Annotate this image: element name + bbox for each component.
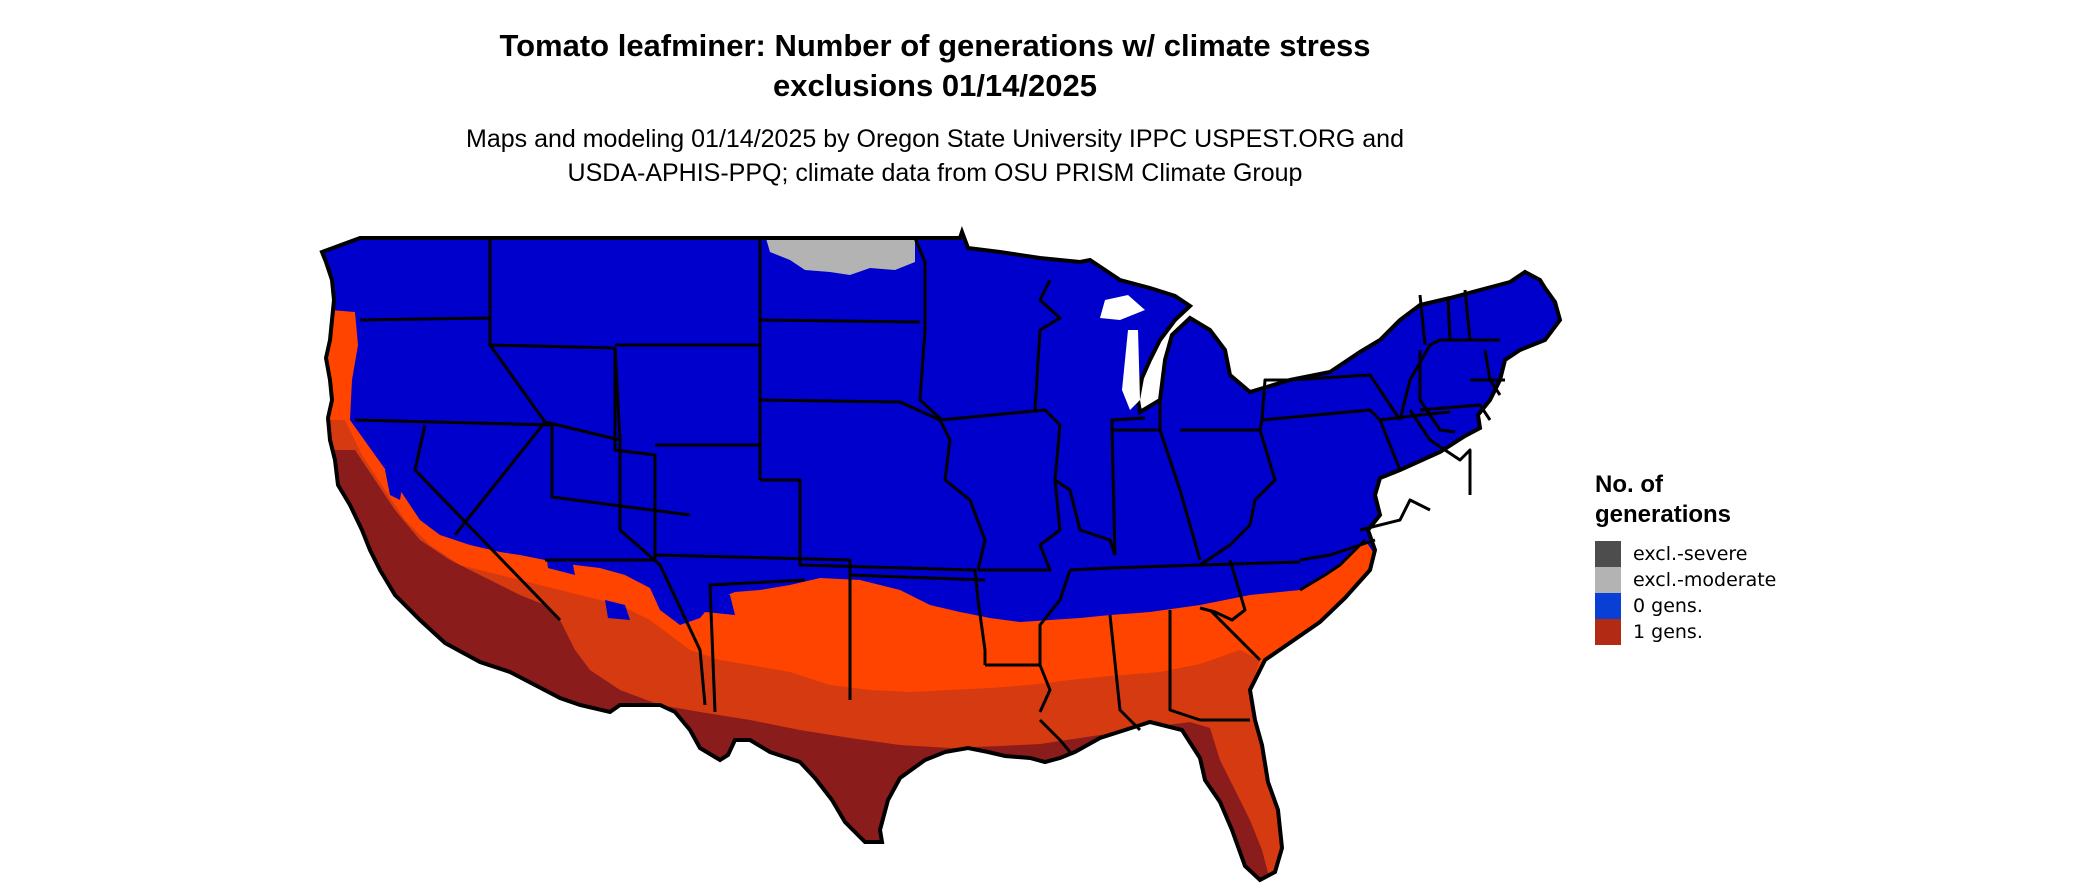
legend-title-line2: generations (1595, 501, 1732, 528)
lake-michigan (1122, 330, 1140, 410)
legend-swatch (1595, 541, 1621, 567)
legend-item-excluded-moderate: excl.-moderate (1595, 567, 1776, 593)
legend-swatch (1595, 619, 1621, 645)
legend-label: excl.-severe (1633, 543, 1748, 565)
excluded-moderate-region (765, 235, 915, 275)
legend-item-one-gen: 1 gens. (1595, 619, 1703, 645)
map-title-line1: Tomato leafminer: Number of generations … (499, 28, 1371, 63)
legend-item-zero-gens: 0 gens. (1595, 593, 1703, 619)
legend-label: 1 gens. (1633, 621, 1703, 643)
lake-superior (1100, 295, 1145, 320)
state-borders (354, 237, 1505, 753)
legend-swatch (1595, 567, 1621, 593)
legend-swatch (1595, 593, 1621, 619)
legend-label: excl.-moderate (1633, 569, 1777, 591)
map-title-line2: exclusions 01/14/2025 (772, 68, 1097, 103)
map-subtitle-line1: Maps and modeling 01/14/2025 by Oregon S… (466, 125, 1404, 153)
map-subtitle-line2: USDA-APHIS-PPQ; climate data from OSU PR… (567, 159, 1303, 187)
legend-title-line1: No. of (1595, 471, 1663, 498)
legend-item-excluded-severe: excl.-severe (1595, 541, 1748, 567)
legend-label: 0 gens. (1633, 595, 1703, 617)
